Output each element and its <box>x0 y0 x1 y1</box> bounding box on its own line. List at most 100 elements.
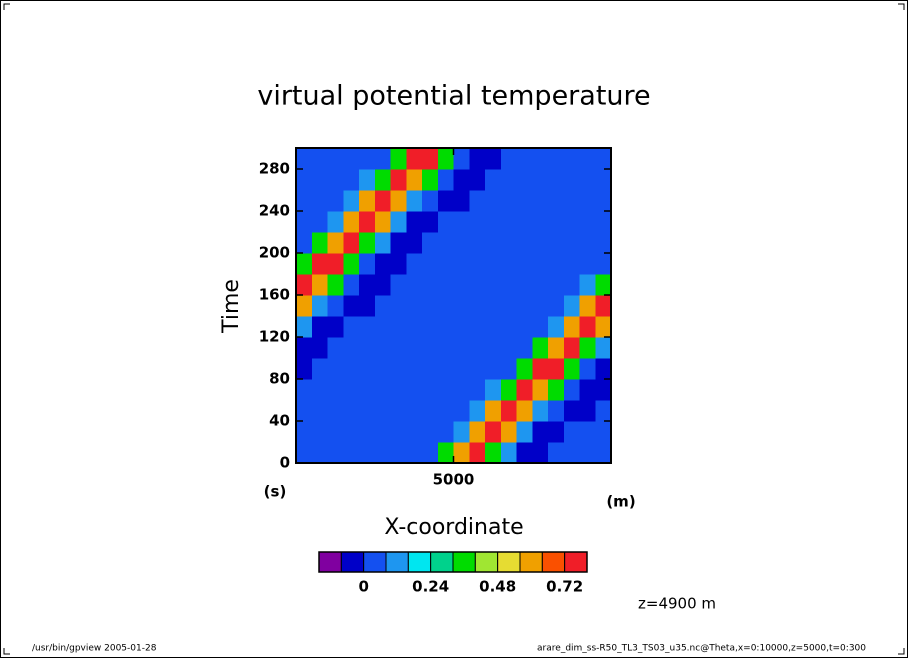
cell <box>437 442 455 464</box>
cell <box>343 253 360 275</box>
cell <box>390 316 407 338</box>
cell <box>390 253 407 275</box>
cell <box>500 253 518 275</box>
cell <box>390 358 407 380</box>
cell <box>453 295 470 317</box>
cell <box>390 211 407 233</box>
cell <box>469 379 486 401</box>
cell <box>453 211 470 233</box>
cell <box>359 148 376 170</box>
cell <box>359 169 376 191</box>
cell <box>390 148 407 170</box>
cell <box>343 379 360 401</box>
cell <box>563 274 581 296</box>
cell <box>327 232 344 254</box>
cell <box>500 400 518 422</box>
cell <box>516 379 533 401</box>
cell <box>311 253 329 275</box>
colorbar-swatch <box>385 551 409 573</box>
colorbar-swatch <box>452 551 476 573</box>
cell <box>437 316 455 338</box>
cell <box>516 169 533 191</box>
cell <box>579 400 596 422</box>
cell <box>327 295 344 317</box>
cell <box>406 379 423 401</box>
cell <box>311 400 329 422</box>
y-tick-label: 40 <box>269 412 290 430</box>
cell <box>516 232 533 254</box>
cell <box>406 190 423 212</box>
cell <box>469 232 486 254</box>
chart-title: virtual potential temperature <box>257 81 650 112</box>
colorbar-swatch <box>363 551 387 573</box>
cell <box>406 421 423 443</box>
colorbar-swatch <box>318 551 342 573</box>
cell <box>500 295 518 317</box>
cell <box>422 295 439 317</box>
cell <box>485 379 502 401</box>
annotation: z=4900 m <box>638 595 716 613</box>
colorbar-swatch <box>340 551 365 573</box>
cell <box>595 442 612 464</box>
cell <box>406 295 423 317</box>
cell <box>548 379 565 401</box>
cell <box>374 316 392 338</box>
cell <box>296 400 313 422</box>
cell <box>359 442 376 464</box>
cell <box>579 274 596 296</box>
cell <box>485 148 502 170</box>
cell <box>327 274 344 296</box>
cell <box>343 358 360 380</box>
colorbar-swatch <box>519 551 543 573</box>
cell <box>453 232 470 254</box>
cell <box>469 421 486 443</box>
cell <box>390 295 407 317</box>
cell <box>343 295 360 317</box>
cell <box>390 379 407 401</box>
cell <box>579 358 596 380</box>
cell <box>579 253 596 275</box>
cell <box>327 211 344 233</box>
cell <box>548 253 565 275</box>
cell <box>406 274 423 296</box>
colorbar-swatch <box>541 551 566 573</box>
cell <box>374 358 392 380</box>
cell <box>532 148 549 170</box>
cell <box>548 211 565 233</box>
cell <box>311 442 329 464</box>
cell <box>469 337 486 359</box>
cell <box>359 253 376 275</box>
cell <box>579 421 596 443</box>
cell <box>327 421 344 443</box>
y-tick-label: 240 <box>259 202 290 220</box>
cell <box>296 232 313 254</box>
cell <box>453 190 470 212</box>
cell <box>579 379 596 401</box>
cell <box>311 379 329 401</box>
cell <box>374 169 392 191</box>
cell <box>595 190 612 212</box>
cell <box>469 274 486 296</box>
cell <box>485 274 502 296</box>
y-tick-label: 280 <box>259 160 290 178</box>
cell <box>359 400 376 422</box>
cell <box>327 358 344 380</box>
cell <box>485 358 502 380</box>
cell <box>453 316 470 338</box>
cell <box>343 169 360 191</box>
cell <box>311 190 329 212</box>
cell <box>485 169 502 191</box>
cell <box>595 211 612 233</box>
cell <box>516 442 533 464</box>
cell <box>296 148 313 170</box>
cell <box>548 232 565 254</box>
x-axis-label: X-coordinate <box>384 515 523 540</box>
cell <box>343 316 360 338</box>
cell <box>579 190 596 212</box>
cell <box>595 379 612 401</box>
cell <box>437 400 455 422</box>
cell <box>327 379 344 401</box>
y-tick-label: 120 <box>259 328 290 346</box>
cell <box>406 316 423 338</box>
cell <box>422 337 439 359</box>
